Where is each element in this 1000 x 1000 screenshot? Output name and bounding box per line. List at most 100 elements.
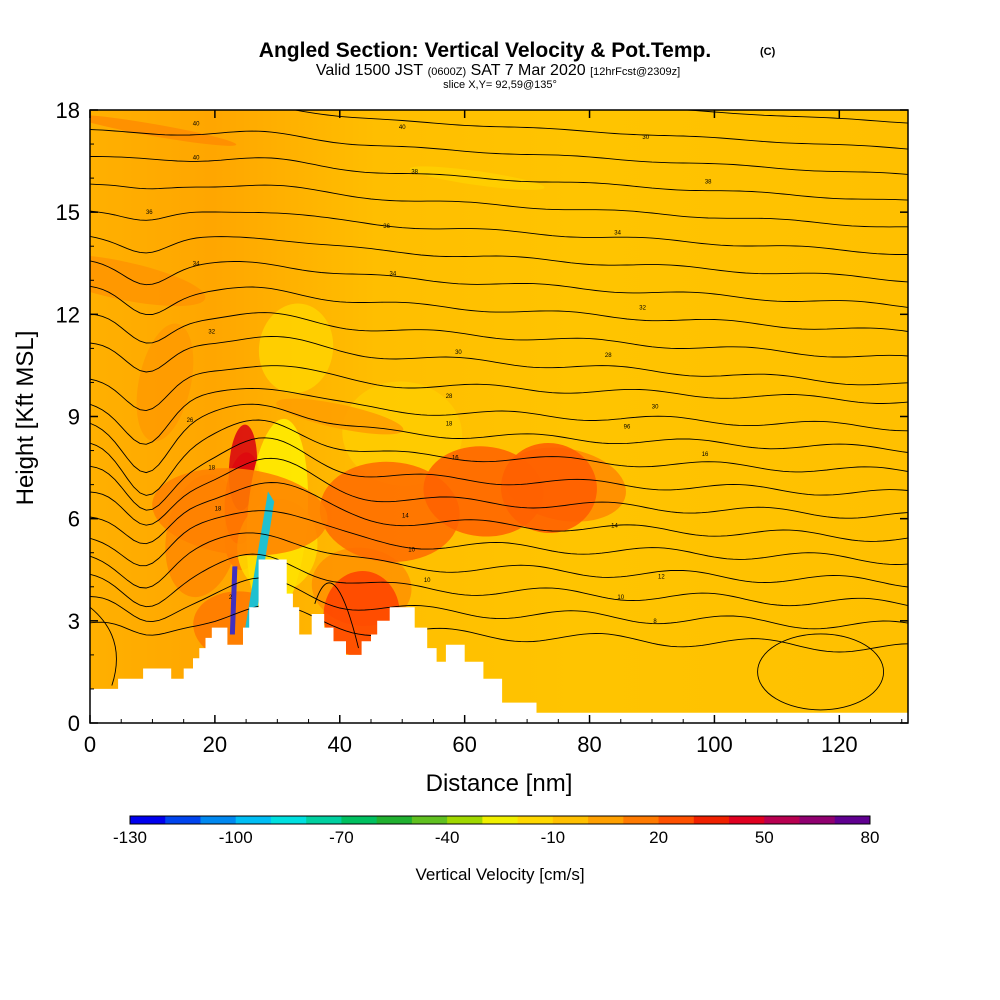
isentrope-line — [90, 235, 908, 283]
chart-title: Angled Section: Vertical Velocity & Pot.… — [259, 39, 711, 62]
isentrope-line — [90, 437, 908, 511]
contour-label: 28 — [605, 353, 612, 359]
colorbar-swatch — [658, 816, 695, 824]
isentrope-line — [90, 183, 908, 228]
isentrope-line — [90, 285, 908, 332]
x-tick-label: 120 — [821, 732, 858, 757]
isentrope-line — [90, 577, 908, 630]
contour-label: 10 — [424, 578, 431, 584]
colorbar-ticks: -130 -100 -70 -40 -10 20 50 80 — [113, 828, 879, 847]
contour-label: 32 — [639, 306, 646, 312]
contour-label: 30 — [642, 135, 649, 141]
x-tick-label: 20 — [203, 732, 227, 757]
velocity-feature — [276, 398, 404, 435]
y-tick-label: 0 — [68, 711, 80, 736]
isentrope-line — [90, 365, 908, 412]
isentrope-closed — [757, 633, 885, 711]
contour-label: 18 — [208, 466, 215, 472]
colorbar-tick-label: -40 — [435, 828, 460, 847]
colorbar — [129, 815, 871, 825]
colorbar-tick-label: -130 — [113, 828, 147, 847]
colorbar-swatch — [834, 816, 871, 824]
slice-info: slice X,Y= 92,59@135° — [443, 79, 557, 91]
contour-label: 10 — [408, 547, 415, 553]
isentrope-line — [90, 604, 908, 653]
terrain — [90, 559, 908, 723]
copyright-mark: (C) — [760, 46, 776, 58]
y-tick-label: 15 — [56, 200, 80, 225]
velocity-feature — [90, 115, 237, 146]
isentrope-line — [90, 336, 908, 386]
contour-label: 38 — [705, 180, 712, 186]
y-tick-label: 18 — [56, 98, 80, 123]
isentrope-line — [314, 582, 359, 649]
x-tick-label: 100 — [696, 732, 733, 757]
contour-label: 26 — [187, 418, 194, 424]
colorbar-swatch — [588, 816, 624, 824]
isentrope-line — [90, 260, 908, 308]
contour-label: 14 — [611, 523, 618, 529]
contour-label: 32 — [208, 329, 215, 335]
contour-label: 10 — [617, 595, 624, 601]
colorbar-swatch — [482, 816, 519, 824]
isentrope-line — [90, 129, 908, 175]
y-axis-label: Height [Kft MSL] — [12, 331, 39, 506]
x-tick-label: 40 — [328, 732, 352, 757]
velocity-feature — [342, 381, 463, 486]
colorbar-swatch — [270, 816, 307, 824]
contour-label: 96 — [624, 425, 631, 431]
isentrope-line — [90, 312, 908, 358]
colorbar-swatch — [130, 816, 166, 824]
x-axis-label: Distance [nm] — [426, 770, 573, 797]
x-axis: 0 20 40 60 80 100 120 — [84, 110, 903, 757]
contour-label: 38 — [411, 169, 418, 175]
x-tick-label: 0 — [84, 732, 96, 757]
colorbar-swatch — [552, 816, 589, 824]
valid-zulu: (0600Z) — [428, 66, 467, 78]
isentrope-line — [90, 457, 908, 526]
velocity-feature — [152, 468, 328, 556]
contour-label: 30 — [455, 350, 462, 356]
colorbar-swatch — [729, 816, 765, 824]
contour-label: 34 — [390, 271, 397, 277]
colorbar-swatch — [411, 816, 448, 824]
isentrope-line — [90, 510, 908, 567]
downdraft-streak — [242, 491, 275, 642]
colorbar-tick-label: -10 — [541, 828, 566, 847]
x-tick-label: 80 — [577, 732, 601, 757]
colorbar-swatch — [693, 816, 730, 824]
y-tick-label: 6 — [68, 507, 80, 532]
potential-temperature-contours — [90, 110, 908, 711]
contour-label: 34 — [614, 231, 621, 237]
contour-label: 18 — [215, 506, 222, 512]
colorbar-tick-label: -100 — [219, 828, 253, 847]
contour-label: 34 — [193, 261, 200, 267]
contour-label: 8 — [653, 619, 657, 625]
colorbar-tick-label: 50 — [755, 828, 774, 847]
contour-label: 40 — [399, 125, 406, 131]
contour-label: 36 — [383, 224, 390, 230]
colorbar-tick-label: -70 — [329, 828, 354, 847]
colorbar-swatch — [376, 816, 413, 824]
contour-label: 14 — [402, 513, 409, 519]
isentrope-line — [90, 419, 908, 496]
colorbar-swatch — [306, 816, 342, 824]
colorbar-swatch — [764, 816, 801, 824]
colorbar-label: Vertical Velocity [cm/s] — [415, 865, 584, 884]
isentrope-line — [90, 403, 908, 474]
x-tick-label: 60 — [452, 732, 476, 757]
colorbar-swatch — [799, 816, 836, 824]
colorbar-swatch — [235, 816, 272, 824]
isentrope-line — [90, 210, 908, 255]
colorbar-swatch — [200, 816, 237, 824]
colorbar-swatch — [623, 816, 660, 824]
contour-label: 40 — [193, 156, 200, 162]
velocity-feature — [423, 446, 544, 537]
y-tick-label: 12 — [56, 302, 80, 327]
isentrope-line — [90, 388, 908, 445]
isentrope-line — [90, 606, 117, 686]
contour-label: 12 — [658, 575, 665, 581]
contour-label: 36 — [146, 210, 153, 216]
